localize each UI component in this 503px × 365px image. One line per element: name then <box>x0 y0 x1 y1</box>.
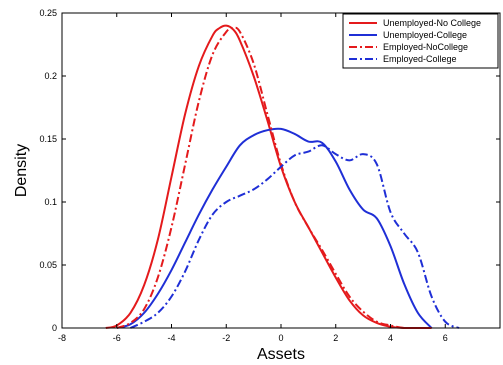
x-axis-title: Assets <box>257 346 305 363</box>
series-line-3 <box>116 26 432 329</box>
x-tick-label: -6 <box>113 333 121 343</box>
series-line-4 <box>130 144 460 329</box>
y-axis-title: Density <box>13 144 30 197</box>
x-tick-label: -8 <box>58 333 66 343</box>
legend-label-1: Unemployed-No College <box>383 18 481 28</box>
series-line-1 <box>105 24 429 329</box>
y-tick-label: 0 <box>52 323 57 333</box>
legend-label-2: Unemployed-College <box>383 30 467 40</box>
x-tick-label: -4 <box>167 333 175 343</box>
x-tick-label: -2 <box>222 333 230 343</box>
x-tick-label: 2 <box>333 333 338 343</box>
x-tick-label: 4 <box>388 333 393 343</box>
y-tick-label: 0.05 <box>39 260 57 270</box>
series-line-2 <box>116 127 433 329</box>
x-tick-label: 0 <box>278 333 283 343</box>
legend-label-3: Employed-NoCollege <box>383 42 468 52</box>
y-tick-label: 0.1 <box>44 197 57 207</box>
legend: Unemployed-No College Unemployed-College E… <box>342 13 499 69</box>
y-tick-label: 0.15 <box>39 134 57 144</box>
plot-area <box>105 24 460 329</box>
legend-label-4: Employed-College <box>383 54 457 64</box>
y-tick-label: 0.25 <box>39 8 57 18</box>
y-tick-label: 0.2 <box>44 71 57 81</box>
x-tick-label: 6 <box>443 333 448 343</box>
tick-layer: -8 -6 -4 -2 0 2 4 6 0 0.05 0.1 0.15 0.2 0.25 <box>39 8 500 343</box>
